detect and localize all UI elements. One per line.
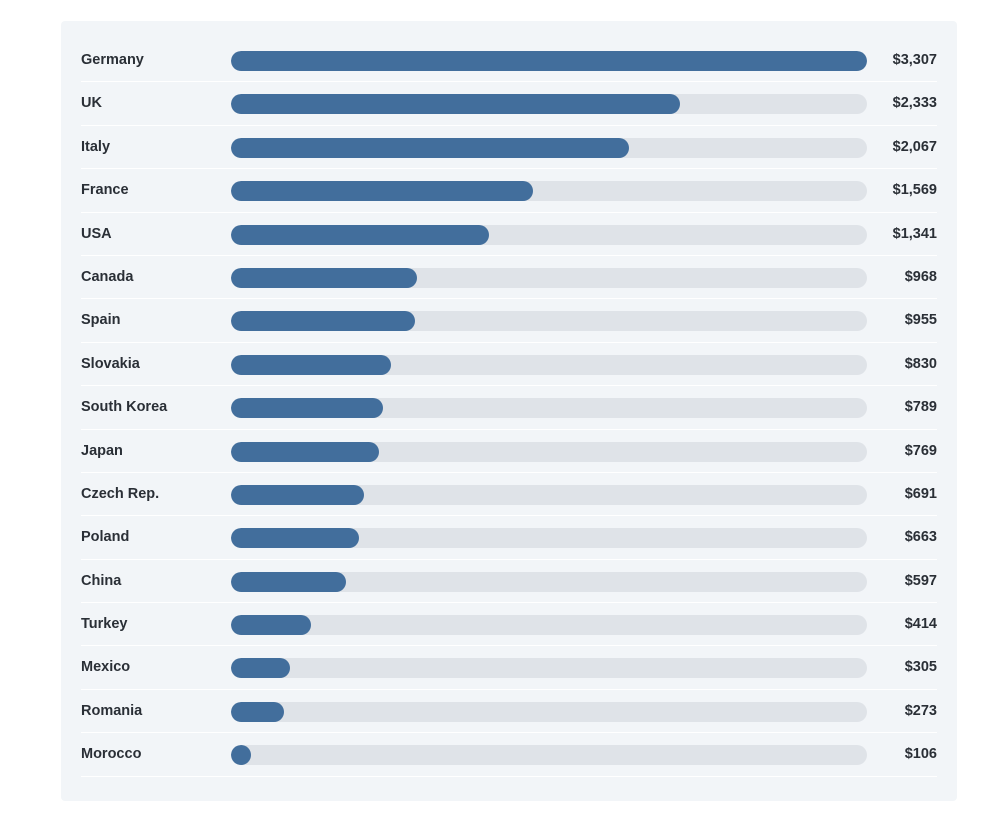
bar-row: Poland $663	[81, 516, 937, 560]
bar-track	[231, 745, 867, 766]
bar-fill	[231, 354, 391, 375]
bar-row: Spain $955	[81, 299, 937, 343]
value-label: $955	[904, 312, 937, 329]
value-label: $106	[904, 746, 937, 763]
bar-track	[231, 571, 867, 592]
bar-list: Germany $3,307 UK $2,333 Italy $2,067 France $1…	[81, 39, 937, 777]
bar-fill	[231, 571, 346, 592]
value-label: $663	[904, 529, 937, 546]
bar-track	[231, 658, 867, 679]
bar-fill	[231, 267, 418, 288]
bar-row: Mexico $305	[81, 646, 937, 690]
value-label: $1,341	[892, 225, 937, 242]
bar-row: Slovakia $830	[81, 343, 937, 387]
bar-track	[231, 441, 867, 462]
value-label: $273	[904, 702, 937, 719]
bar-row: South Korea $789	[81, 386, 937, 430]
bar-track	[231, 51, 867, 71]
bar-track	[231, 94, 867, 115]
bar-fill	[231, 745, 252, 766]
bar-fill	[231, 224, 489, 245]
value-label: $691	[904, 485, 937, 502]
value-label: $789	[904, 399, 937, 416]
bar-fill	[231, 137, 629, 158]
bar-row: Romania $273	[81, 690, 937, 734]
bar-row: Italy $2,067	[81, 126, 937, 170]
bar-row: UK $2,333	[81, 82, 937, 126]
category-label: Poland	[81, 529, 130, 546]
category-label: France	[81, 182, 129, 199]
bar-track	[231, 701, 867, 722]
bar-track	[231, 137, 867, 158]
bar-row: Turkey $414	[81, 603, 937, 647]
bar-track	[231, 181, 867, 202]
bar-fill	[231, 94, 680, 115]
category-label: Turkey	[81, 616, 128, 633]
value-label: $2,067	[892, 138, 937, 155]
category-label: Germany	[81, 52, 144, 68]
category-label: China	[81, 572, 122, 589]
bar-track	[231, 224, 867, 245]
bar-row: Germany $3,307	[81, 39, 937, 83]
bar-fill	[231, 398, 383, 419]
category-label: Romania	[81, 702, 143, 719]
bar-fill	[231, 51, 867, 71]
value-label: $597	[904, 572, 937, 589]
category-label: USA	[81, 225, 112, 242]
category-label: Canada	[81, 268, 134, 285]
bar-fill	[231, 181, 533, 202]
bar-track	[231, 267, 867, 288]
category-label: Czech Rep.	[81, 485, 160, 502]
value-label: $968	[904, 268, 937, 285]
bar-row: USA $1,341	[81, 213, 937, 256]
bar-fill	[231, 441, 379, 462]
bar-track	[231, 354, 867, 375]
bar-fill	[231, 484, 364, 505]
category-label: Morocco	[81, 746, 142, 763]
value-label: $1,569	[892, 182, 937, 199]
category-label: Italy	[81, 138, 111, 155]
bar-fill	[231, 615, 311, 636]
bar-track	[231, 398, 867, 419]
bar-fill	[231, 658, 290, 679]
bar-row: Japan $769	[81, 430, 937, 473]
value-label: $305	[904, 659, 937, 676]
category-label: UK	[81, 95, 102, 112]
category-label: Japan	[81, 442, 123, 459]
value-label: $769	[904, 442, 937, 459]
value-label: $3,307	[892, 52, 937, 68]
bar-track	[231, 311, 867, 332]
bar-track	[231, 484, 867, 505]
bar-row: Czech Rep. $691	[81, 473, 937, 517]
value-label: $2,333	[892, 95, 937, 112]
category-label: Slovakia	[81, 355, 140, 372]
value-label: $414	[904, 616, 937, 633]
bar-track	[231, 615, 867, 636]
bar-fill	[231, 311, 415, 332]
bar-row: France $1,569	[81, 169, 937, 213]
category-label: Spain	[81, 312, 121, 329]
bar-track	[231, 528, 867, 549]
bar-row: Canada $968	[81, 256, 937, 300]
category-label: Mexico	[81, 659, 131, 676]
category-label: South Korea	[81, 399, 168, 416]
chart-card: Germany $3,307 UK $2,333 Italy $2,067 France $1…	[61, 21, 957, 801]
value-label: $830	[904, 355, 937, 372]
bar-fill	[231, 701, 284, 722]
bar-row: China $597	[81, 560, 937, 604]
bar-fill	[231, 528, 359, 549]
bar-row: Morocco $106	[81, 733, 937, 777]
